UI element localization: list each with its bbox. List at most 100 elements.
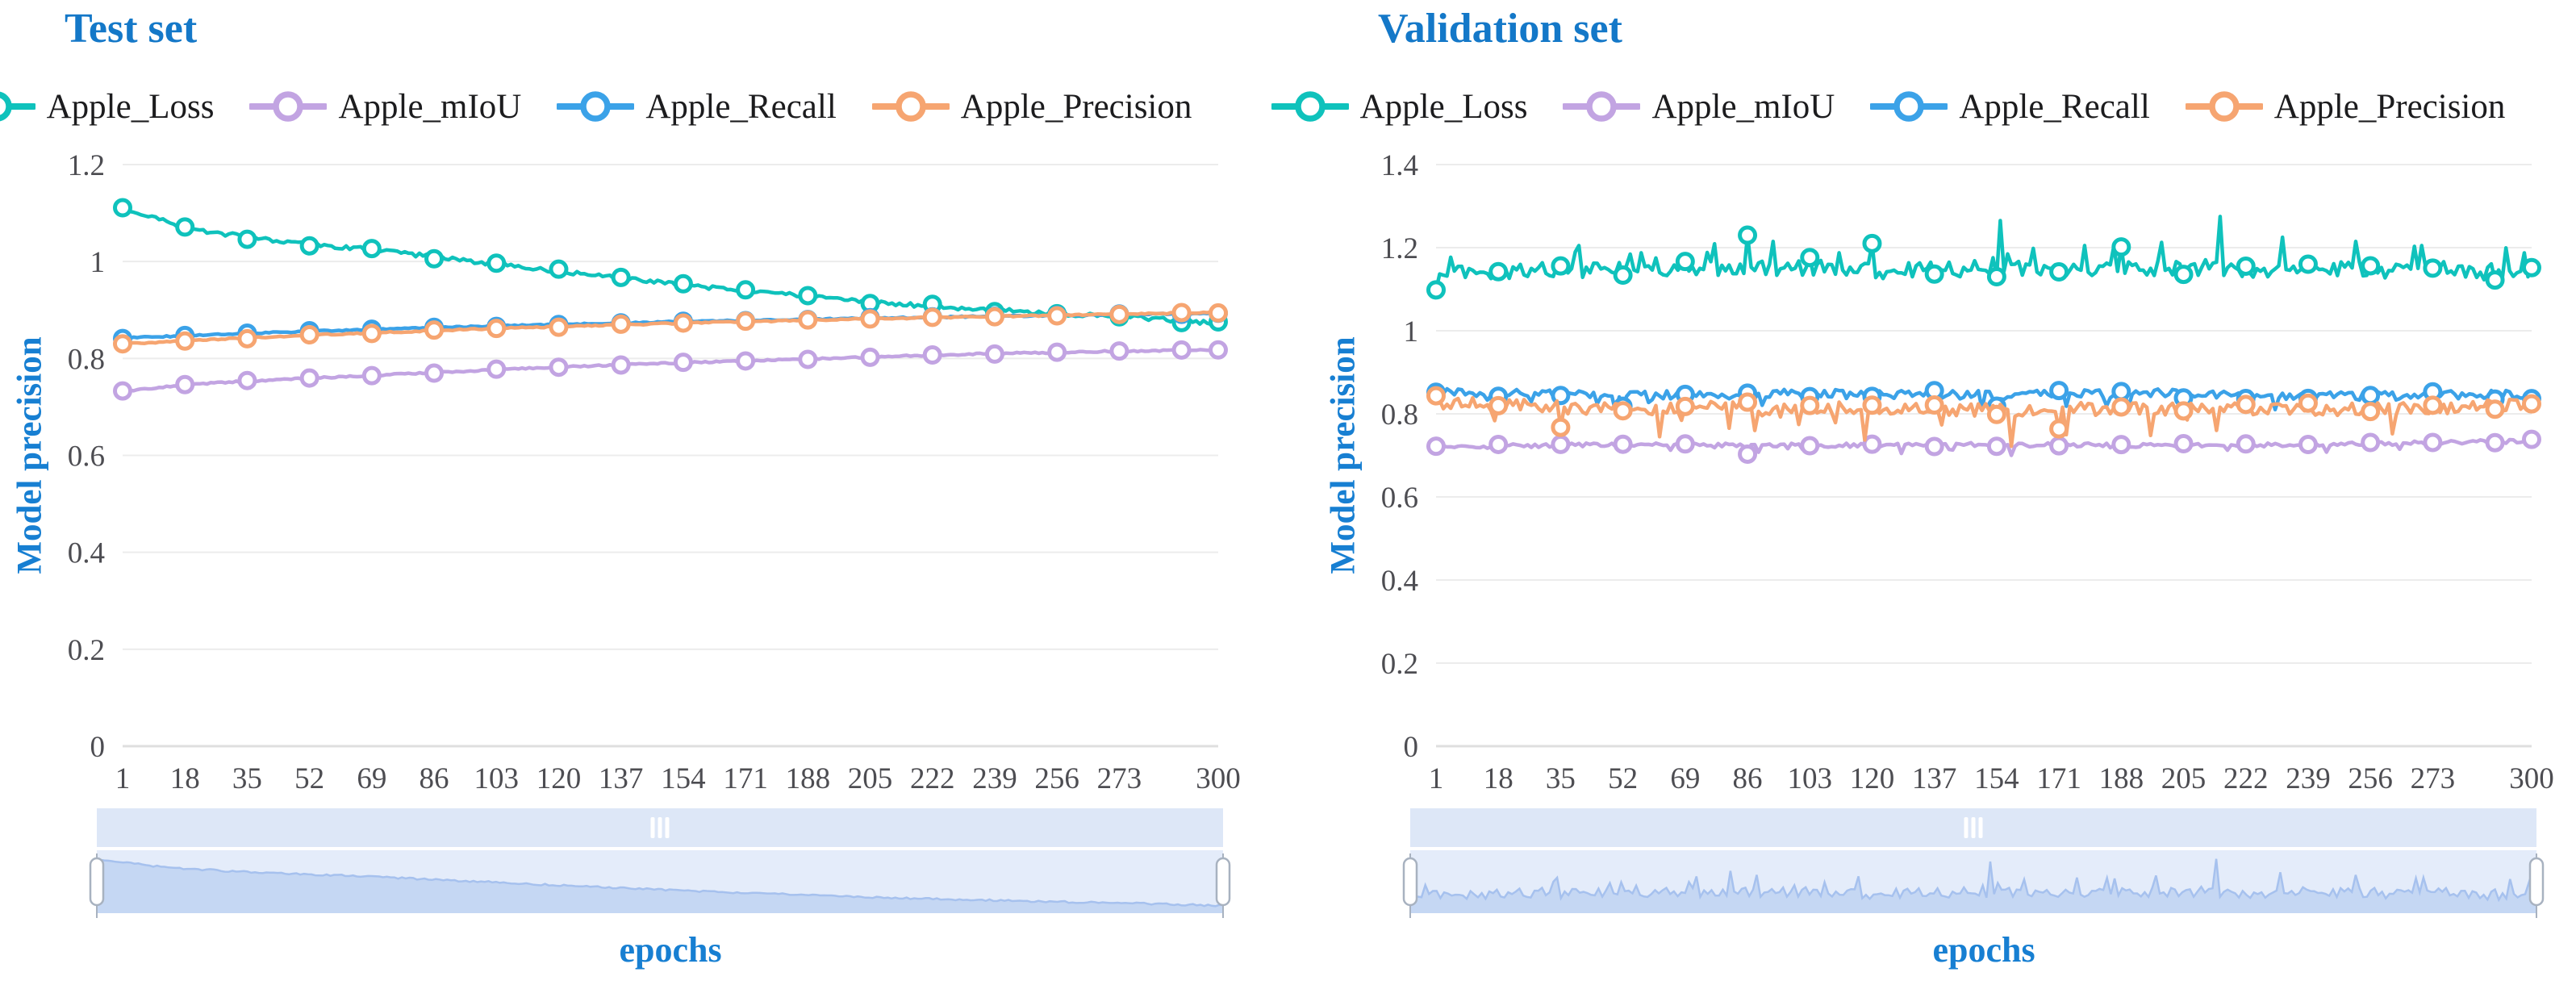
legend-item-Apple_Precision[interactable]: Apple_Precision: [2185, 87, 2505, 127]
data-point-marker: [2049, 262, 2069, 282]
legend-item-Apple_mIoU[interactable]: Apple_mIoU: [249, 87, 521, 127]
datazoom-grip-icon[interactable]: [650, 817, 670, 838]
data-point-marker: [2423, 432, 2443, 453]
data-point-marker: [175, 331, 195, 351]
svg-text:35: 35: [232, 762, 262, 795]
legend-item-Apple_Loss[interactable]: Apple_Loss: [0, 87, 214, 127]
legend-item-Apple_mIoU[interactable]: Apple_mIoU: [1563, 87, 1835, 127]
svg-text:52: 52: [294, 762, 324, 795]
x-axis-tick-labels: 1 18 35 52 69 86 103 120 137 154 171 188 205 222 239 25…: [1429, 762, 2554, 795]
data-point-marker: [798, 286, 818, 306]
datazoom-slider[interactable]: [89, 808, 1231, 918]
svg-text:205: 205: [2161, 762, 2207, 795]
svg-text:1: 1: [115, 762, 131, 795]
data-point-marker: [2049, 381, 2069, 401]
data-point-marker: [1488, 395, 1509, 415]
legend-item-Apple_Recall[interactable]: Apple_Recall: [557, 87, 837, 127]
test-set-chart: Test set Apple_Loss Apple_mIoU Apple_Recal…: [0, 0, 1263, 989]
legend: Apple_Loss Apple_mIoU Apple_Recall Apple_Pr…: [1257, 82, 2520, 131]
data-point-marker: [1738, 444, 1758, 464]
svg-text:120: 120: [536, 762, 582, 795]
legend: Apple_Loss Apple_mIoU Apple_Recall Apple_Pr…: [0, 82, 1206, 131]
data-point-marker: [798, 310, 818, 330]
legend-line-marker-icon: [557, 91, 635, 122]
data-point-marker: [1551, 417, 1571, 437]
svg-text:18: 18: [1484, 762, 1513, 795]
legend-item-Apple_Precision[interactable]: Apple_Precision: [871, 87, 1192, 127]
x-axis-tick-labels: 1 18 35 52 69 86 103 120 137 154 171 188 205 222 239 25…: [115, 762, 1241, 795]
data-point-marker: [922, 307, 942, 328]
datazoom-right-handle[interactable]: [2528, 857, 2545, 907]
datazoom-shadow-line: [96, 858, 1224, 908]
datazoom-left-handle[interactable]: [1402, 857, 1418, 907]
legend-item-Apple_Recall[interactable]: Apple_Recall: [1870, 87, 2150, 127]
svg-text:222: 222: [2223, 762, 2269, 795]
svg-text:154: 154: [661, 762, 706, 795]
data-point-marker: [1862, 395, 1882, 415]
data-point-marker: [860, 309, 880, 329]
y-axis-title: Model precision: [10, 336, 49, 574]
data-point-marker: [2049, 419, 2069, 439]
data-point-marker: [2423, 258, 2443, 278]
data-point-marker: [237, 328, 257, 348]
data-point-marker: [798, 349, 818, 369]
data-point-marker: [237, 370, 257, 390]
svg-text:86: 86: [1733, 762, 1763, 795]
data-point-marker: [1047, 342, 1067, 362]
svg-text:120: 120: [1850, 762, 1895, 795]
series-Apple_Loss: [1426, 215, 2541, 300]
data-point-marker: [611, 314, 631, 334]
data-point-marker: [361, 365, 382, 386]
data-point-marker: [1613, 265, 1633, 286]
svg-text:1.2: 1.2: [68, 149, 105, 182]
data-point-marker: [1986, 436, 2006, 457]
svg-text:154: 154: [1974, 762, 2019, 795]
data-point-marker: [984, 344, 1004, 364]
data-point-marker: [424, 363, 445, 383]
data-point-marker: [1675, 252, 1695, 272]
data-point-marker: [1488, 261, 1509, 282]
datazoom-left-handle[interactable]: [89, 857, 105, 907]
svg-text:18: 18: [170, 762, 200, 795]
svg-text:1: 1: [1404, 315, 1419, 348]
data-point-marker: [175, 217, 195, 237]
legend-line-marker-icon: [2185, 91, 2263, 122]
y-axis-title-wrap: Model precision: [1313, 165, 1373, 746]
data-point-marker: [1109, 304, 1129, 324]
data-point-marker: [2361, 402, 2381, 422]
data-point-marker: [486, 319, 507, 339]
datazoom-shadow-line: [1409, 858, 2538, 907]
data-point-marker: [2298, 435, 2318, 455]
legend-line-marker-icon: [1271, 91, 1349, 122]
data-point-marker: [2111, 397, 2131, 417]
y-axis-title-wrap: Model precision: [0, 165, 60, 746]
svg-text:273: 273: [1097, 762, 1142, 795]
svg-text:52: 52: [1608, 762, 1638, 795]
data-point-marker: [1613, 434, 1633, 454]
svg-text:0.2: 0.2: [68, 634, 105, 667]
svg-text:0: 0: [1404, 731, 1419, 764]
data-point-marker: [1171, 340, 1192, 360]
svg-text:171: 171: [723, 762, 768, 795]
data-point-marker: [2485, 399, 2505, 419]
svg-text:86: 86: [420, 762, 449, 795]
datazoom-slider[interactable]: [1402, 808, 2545, 918]
datazoom-right-handle[interactable]: [1215, 857, 1231, 907]
y-axis-title: Model precision: [1324, 336, 1363, 574]
data-point-marker: [673, 313, 693, 333]
data-point-marker: [1862, 233, 1882, 253]
svg-text:137: 137: [1912, 762, 1957, 795]
data-point-marker: [1613, 401, 1633, 421]
legend-item-Apple_Loss[interactable]: Apple_Loss: [1271, 87, 1527, 127]
data-point-marker: [1047, 306, 1067, 326]
data-point-marker: [2236, 394, 2256, 415]
svg-text:0.4: 0.4: [1381, 565, 1418, 598]
data-point-marker: [1986, 404, 2006, 424]
data-point-marker: [2298, 393, 2318, 413]
data-point-marker: [549, 259, 569, 279]
data-point-marker: [1209, 340, 1228, 360]
datazoom-grip-icon[interactable]: [1964, 817, 1983, 838]
data-point-marker: [361, 239, 382, 259]
data-point-marker: [1738, 392, 1758, 412]
data-point-marker: [113, 198, 132, 218]
